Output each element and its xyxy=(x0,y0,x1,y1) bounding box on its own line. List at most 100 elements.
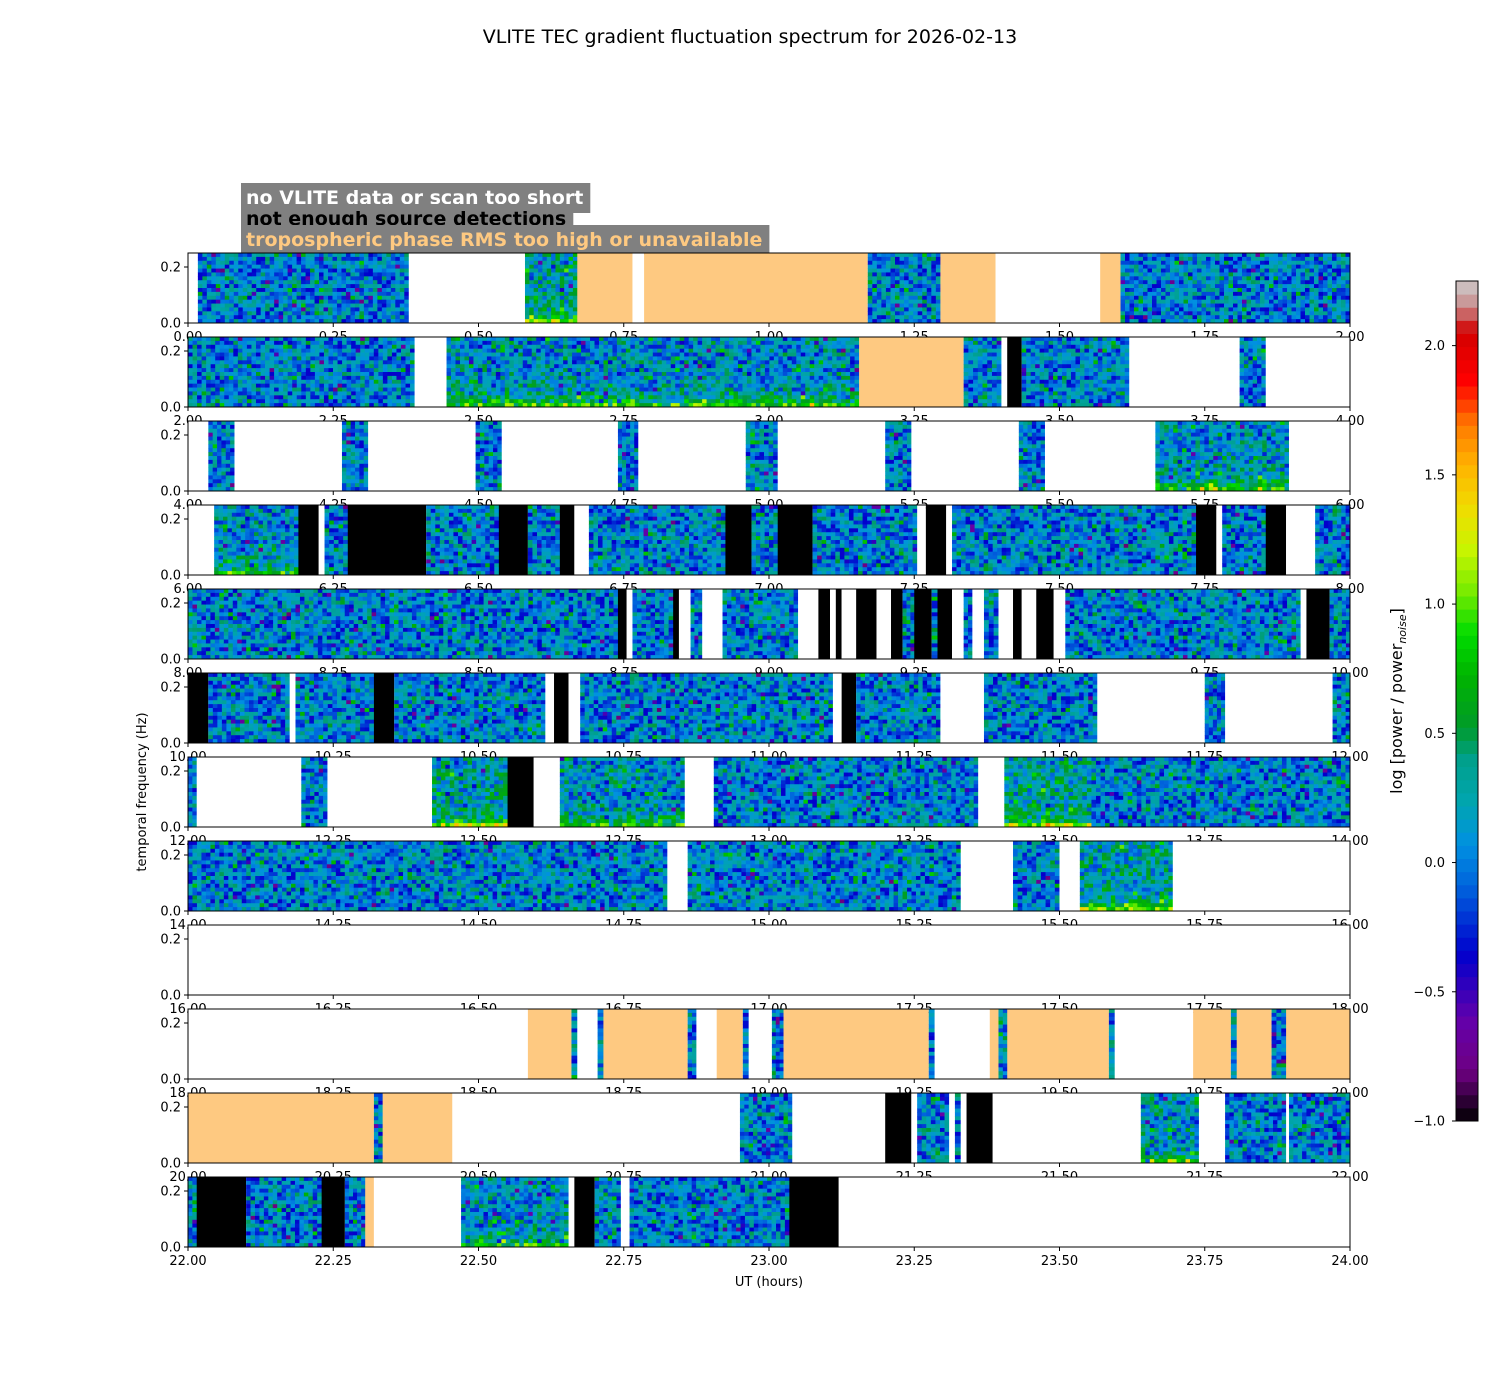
spectrum-cell xyxy=(1247,276,1252,280)
spectrum-cell xyxy=(1296,296,1301,300)
spectrum-cell xyxy=(630,337,635,341)
spectrum-cell xyxy=(473,353,478,357)
spectrum-cell xyxy=(233,391,238,395)
spectrum-cell xyxy=(206,372,211,376)
spectrum-cell xyxy=(978,368,983,372)
spectrum-cell xyxy=(460,399,465,403)
spectrum-cell xyxy=(1197,307,1202,311)
spectrum-cell xyxy=(814,353,819,357)
spectrum-cell xyxy=(523,372,528,376)
spectrum-cell xyxy=(297,391,302,395)
spectrum-cell xyxy=(675,368,680,372)
spectrum-cell xyxy=(1179,300,1184,304)
spectrum-cell xyxy=(279,368,284,372)
spectrum-cell xyxy=(532,360,537,364)
spectrum-cell xyxy=(716,391,721,395)
spectrum-cell xyxy=(603,360,608,364)
spectrum-cell xyxy=(338,368,343,372)
spectrum-cell xyxy=(1310,315,1315,319)
spectrum-cell xyxy=(386,311,391,315)
spectrum-cell xyxy=(261,307,266,311)
spectrum-cell xyxy=(657,345,662,349)
spectrum-cell xyxy=(368,296,373,300)
spectrum-cell xyxy=(365,364,370,368)
spectrum-cell xyxy=(310,341,315,345)
spectrum-cell xyxy=(315,311,320,315)
spectrum-cell xyxy=(819,395,824,399)
spectrum-cell xyxy=(608,391,613,395)
spectrum-cell xyxy=(1157,276,1162,280)
spectrum-cell xyxy=(256,300,261,304)
spectrum-cell xyxy=(1274,269,1279,273)
spectrum-cell xyxy=(292,276,297,280)
spectrum-cell xyxy=(1184,280,1189,284)
spectrum-cell xyxy=(297,315,302,319)
spectrum-cell xyxy=(569,288,574,292)
spectrum-cell xyxy=(251,353,256,357)
spectrum-cell xyxy=(274,280,279,284)
spectrum-cell xyxy=(1211,257,1216,261)
spectrum-cell xyxy=(500,349,505,353)
spectrum-cell xyxy=(518,395,523,399)
spectrum-cell xyxy=(261,399,266,403)
spectrum-cell xyxy=(514,356,519,360)
spectrum-cell xyxy=(261,315,266,319)
spectrum-cell xyxy=(346,272,351,276)
spectrum-cell xyxy=(698,341,703,345)
spectrum-cell xyxy=(547,288,552,292)
spectrum-cell xyxy=(689,341,694,345)
spectrum-cell xyxy=(568,349,573,353)
spectrum-cell xyxy=(473,337,478,341)
spectrum-cell xyxy=(564,307,569,311)
spectrum-cell xyxy=(401,356,406,360)
spectrum-cell xyxy=(270,315,275,319)
spectrum-cell xyxy=(382,292,387,296)
spectrum-cell xyxy=(684,395,689,399)
spectrum-cell xyxy=(464,337,469,341)
spectrum-cell xyxy=(603,380,608,384)
spectrum-cell xyxy=(560,315,565,319)
spectrum-cell xyxy=(242,372,247,376)
spectrum-cell xyxy=(229,269,234,273)
spectrum-cell xyxy=(193,388,198,392)
spectrum-cell xyxy=(1305,253,1310,257)
spectrum-cell xyxy=(698,337,703,341)
spectrum-cell xyxy=(1202,284,1207,288)
spectrum-cell xyxy=(356,384,361,388)
spectrum-cell xyxy=(886,307,891,311)
spectrum-cell xyxy=(324,388,329,392)
spectrum-cell xyxy=(256,261,261,265)
spectrum-cell xyxy=(514,337,519,341)
spectrum-cell xyxy=(207,304,212,308)
spectrum-cell xyxy=(586,368,591,372)
spectrum-cell xyxy=(238,311,243,315)
spectrum-cell xyxy=(360,395,365,399)
spectrum-cell xyxy=(964,337,969,341)
spectrum-cell xyxy=(301,280,306,284)
spectrum-cell xyxy=(1184,292,1189,296)
spectrum-cell xyxy=(202,276,207,280)
spectrum-cell xyxy=(292,288,297,292)
spectrum-cell xyxy=(400,272,405,276)
spectrum-cell xyxy=(964,356,969,360)
spectrum-cell xyxy=(603,376,608,380)
spectrum-cell xyxy=(1305,300,1310,304)
spectrum-cell xyxy=(1283,288,1288,292)
spectrum-cell xyxy=(319,384,324,388)
spectrum-cell xyxy=(374,395,379,399)
spectrum-cell xyxy=(478,349,483,353)
spectrum-cell xyxy=(545,349,550,353)
spectrum-cell xyxy=(279,356,284,360)
spectrum-cell xyxy=(586,384,591,388)
spectrum-cell xyxy=(819,384,824,388)
spectrum-cell xyxy=(573,311,578,315)
spectrum-cell xyxy=(283,280,288,284)
spectrum-cell xyxy=(581,341,586,345)
spectrum-cell xyxy=(342,345,347,349)
spectrum-cell xyxy=(473,399,478,403)
spectrum-cell xyxy=(872,315,877,319)
spectrum-cell xyxy=(456,353,461,357)
spectrum-cell xyxy=(1301,311,1306,315)
spectrum-cell xyxy=(368,292,373,296)
spectrum-cell xyxy=(224,364,229,368)
